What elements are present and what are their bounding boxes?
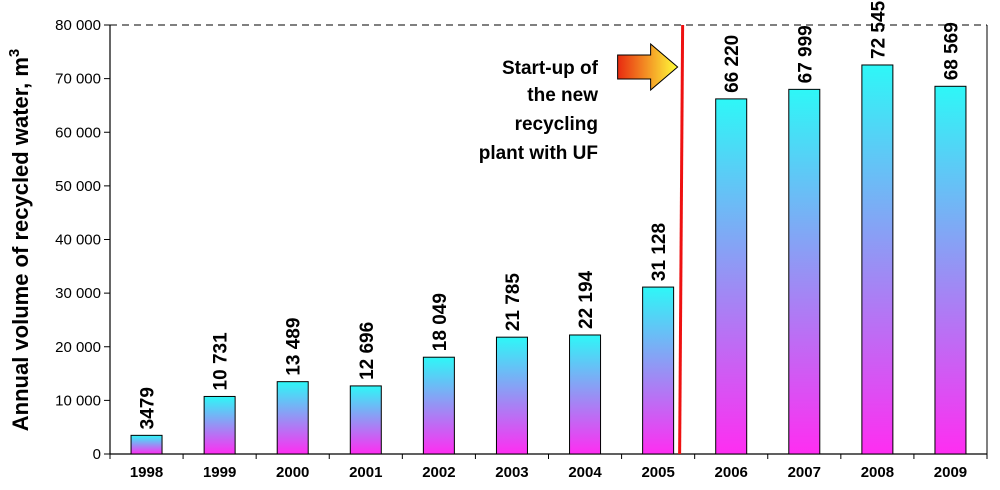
x-tick-label-2009: 2009 (934, 464, 967, 481)
data-label-2000: 13 489 (284, 318, 305, 376)
data-label-1998: 3479 (138, 387, 159, 429)
x-tick-label-2003: 2003 (495, 464, 528, 481)
y-axis-title: Annual volume of recycled water, m3 (6, 49, 33, 431)
data-labels: 3479 10 731 13 489 12 696 18 049 21 785 22 194… (138, 0, 963, 429)
annotation-line-3: recycling (515, 114, 598, 135)
data-label-2008: 72 545 (868, 0, 889, 59)
bar-2008 (861, 64, 894, 455)
tick-labels: 0 10 000 20 000 30 000 40 000 50 000 60 000 70 … (55, 17, 988, 481)
data-label-2004: 22 194 (576, 270, 597, 329)
x-tick-label-2008: 2008 (861, 464, 894, 481)
gridlines (110, 24, 988, 454)
x-tick-label-2001: 2001 (349, 464, 382, 481)
y-axis-title-text: Annual volume of recycled water, m (8, 57, 33, 431)
y-tick-label: 60 000 (55, 124, 101, 141)
data-label-2001: 12 696 (357, 322, 378, 380)
arrow-icon (617, 42, 679, 92)
bar-1999 (203, 395, 236, 455)
y-tick-label: 20 000 (55, 339, 101, 356)
bar-2007 (788, 88, 821, 455)
y-axis-title-superscript: 3 (6, 49, 23, 57)
bar-2006 (715, 98, 748, 455)
x-tick-label-2005: 2005 (641, 464, 674, 481)
x-tick-label-2000: 2000 (276, 464, 309, 481)
annotation-line-1: Start-up of (502, 58, 599, 79)
annotation-line-2: the new (527, 85, 598, 106)
bar-2009 (934, 85, 967, 455)
data-label-2007: 67 999 (795, 25, 816, 83)
y-tick-label: 10 000 (55, 392, 101, 409)
annotation: Start-up of the new recycling plant with… (479, 24, 685, 455)
data-label-2002: 18 049 (430, 293, 451, 351)
startup-marker-line (678, 24, 685, 455)
bar-2002 (422, 356, 455, 455)
y-tick-label: 50 000 (55, 178, 101, 195)
bar-2003 (495, 336, 528, 455)
bar-2005 (642, 286, 675, 455)
y-tick-label: 80 000 (55, 17, 101, 34)
x-tick-label-2007: 2007 (788, 464, 821, 481)
y-tick-label: 70 000 (55, 71, 101, 88)
annotation-line-4: plant with UF (479, 143, 598, 164)
x-tick-label-2006: 2006 (715, 464, 748, 481)
bar-2000 (276, 381, 309, 455)
data-label-2003: 21 785 (503, 273, 524, 332)
y-tick-label: 40 000 (55, 232, 101, 249)
bar-2001 (349, 385, 382, 455)
bar-1998 (130, 434, 163, 455)
x-tick-label-2004: 2004 (568, 464, 602, 481)
x-tick-label-2002: 2002 (422, 464, 455, 481)
x-tick-label-1998: 1998 (130, 464, 163, 481)
x-tick-label-1999: 1999 (203, 464, 236, 481)
bars (130, 64, 967, 455)
data-label-2006: 66 220 (722, 35, 743, 93)
y-tick-label: 30 000 (55, 285, 101, 302)
bar-2004 (569, 334, 602, 455)
data-label-2009: 68 569 (941, 22, 962, 80)
data-label-2005: 31 128 (649, 223, 670, 281)
data-label-1999: 10 731 (211, 332, 232, 391)
y-tick-label: 0 (93, 446, 101, 463)
